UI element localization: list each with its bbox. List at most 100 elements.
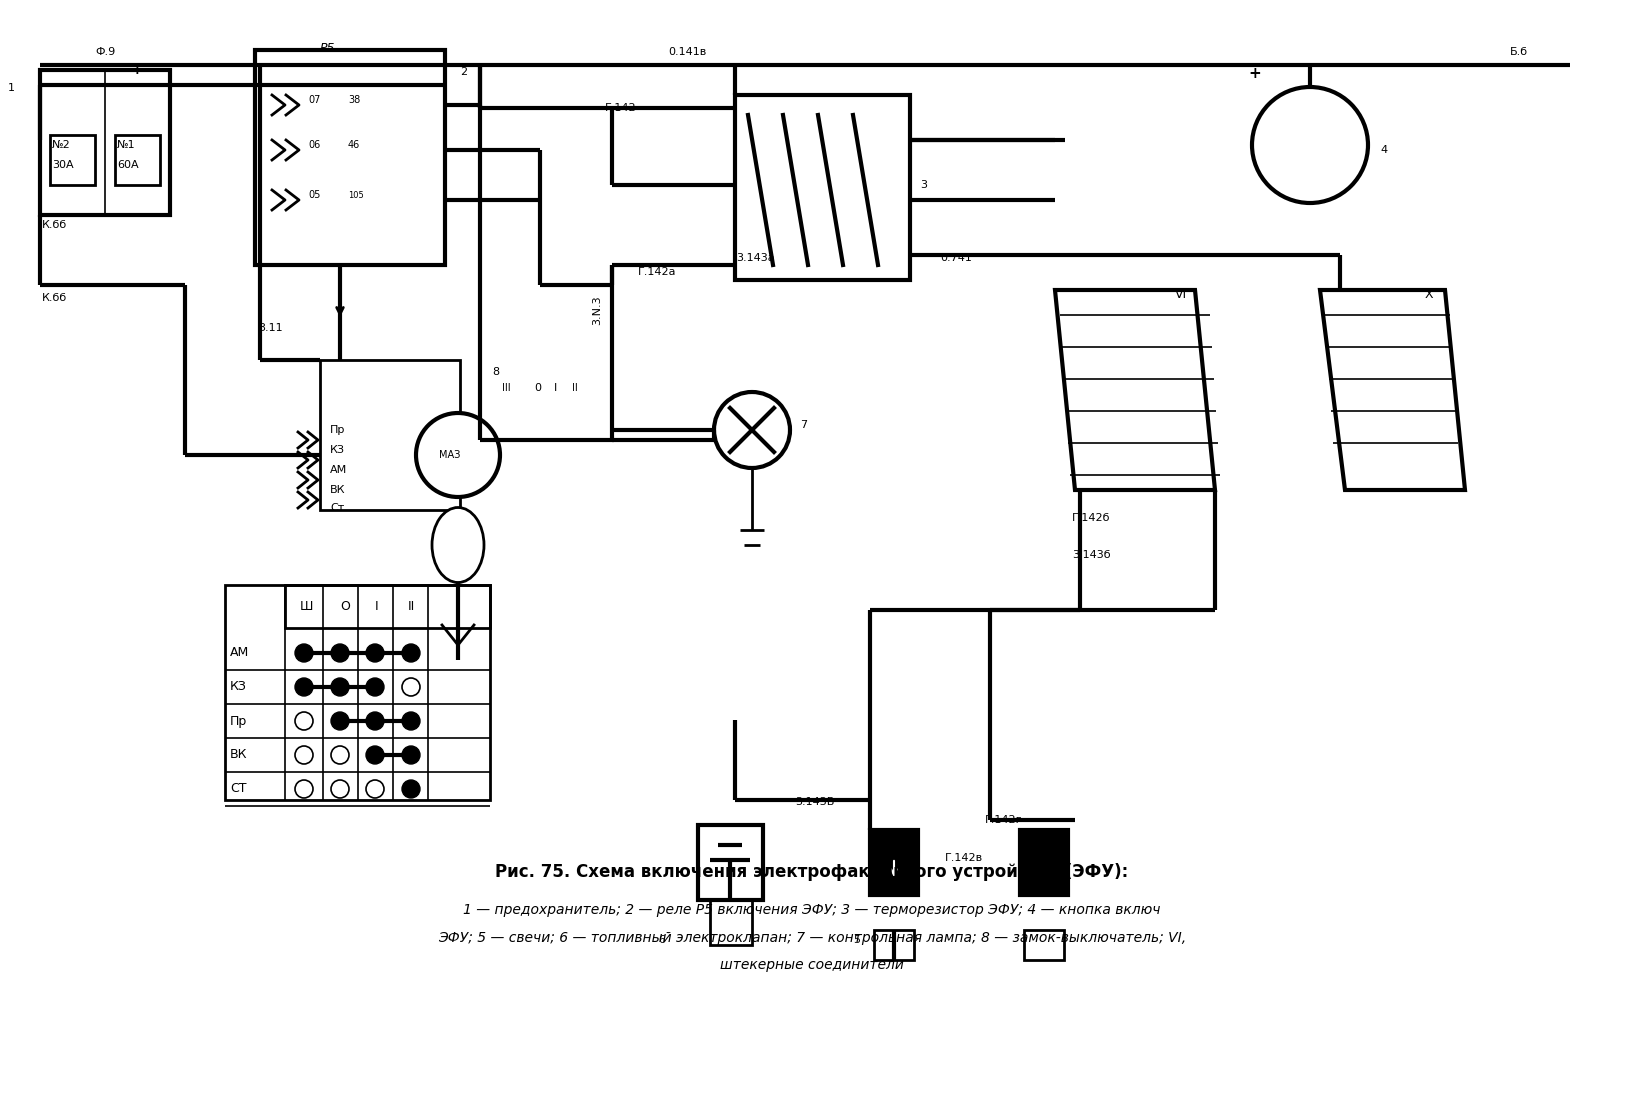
- Circle shape: [366, 712, 384, 730]
- Text: 3.143В: 3.143В: [795, 798, 834, 807]
- Text: ВК: ВК: [330, 485, 346, 495]
- Circle shape: [366, 780, 384, 798]
- Text: 60А: 60А: [117, 160, 138, 170]
- Text: Пр: Пр: [231, 715, 247, 727]
- Text: 8: 8: [492, 367, 499, 377]
- Bar: [50, 135, 94, 185]
- Text: 105: 105: [348, 190, 364, 199]
- Text: Рис. 75. Схема включения электрофакельного устройства (ЭФУ):: Рис. 75. Схема включения электрофакельно…: [496, 864, 1129, 881]
- Circle shape: [401, 678, 419, 696]
- Circle shape: [296, 746, 314, 764]
- Text: 06: 06: [309, 140, 320, 150]
- Circle shape: [332, 644, 349, 662]
- Text: Г.142а: Г.142а: [639, 267, 676, 277]
- Circle shape: [332, 678, 349, 696]
- Text: 3.143б: 3.143б: [1072, 550, 1110, 560]
- Circle shape: [401, 746, 419, 764]
- Text: 6: 6: [658, 935, 665, 945]
- Text: О: О: [340, 601, 349, 614]
- Text: К.бб: К.бб: [42, 293, 67, 303]
- Text: МАЗ: МАЗ: [439, 450, 462, 460]
- Text: 38: 38: [348, 95, 361, 104]
- Text: 46: 46: [348, 140, 361, 150]
- Text: Пр: Пр: [330, 425, 346, 435]
- Text: 3: 3: [920, 180, 926, 190]
- Text: Р5: Р5: [320, 42, 335, 55]
- Text: 2: 2: [460, 67, 466, 77]
- Circle shape: [296, 678, 314, 696]
- Circle shape: [332, 780, 349, 798]
- Circle shape: [1251, 87, 1368, 204]
- Circle shape: [366, 644, 384, 662]
- Circle shape: [401, 780, 419, 798]
- Bar: [699, 825, 764, 900]
- Bar: [734, 95, 910, 280]
- Text: 05: 05: [309, 190, 320, 200]
- Text: 1: 1: [8, 82, 15, 94]
- Bar: [869, 830, 918, 895]
- Text: Г.142г: Г.142г: [985, 815, 1022, 825]
- Text: СТ: СТ: [231, 782, 247, 795]
- Polygon shape: [1320, 290, 1466, 490]
- Text: 7: 7: [800, 420, 808, 430]
- Text: 4: 4: [1380, 145, 1388, 155]
- Text: 3.143а: 3.143а: [736, 253, 775, 263]
- Circle shape: [296, 644, 314, 662]
- Text: Г.142в: Г.142в: [946, 852, 983, 864]
- Circle shape: [332, 746, 349, 764]
- Text: №1: №1: [117, 140, 135, 150]
- Bar: [320, 360, 460, 510]
- Ellipse shape: [432, 507, 484, 583]
- Bar: [41, 70, 171, 214]
- Text: 3.11: 3.11: [258, 323, 283, 333]
- Text: КЗ: КЗ: [330, 446, 344, 455]
- Polygon shape: [1055, 290, 1216, 490]
- Bar: [1020, 830, 1068, 895]
- Text: АМ: АМ: [330, 465, 348, 475]
- Text: Б.б: Б.б: [1510, 47, 1527, 57]
- Text: КЗ: КЗ: [231, 681, 247, 693]
- Text: 1 — предохранитель; 2 — реле Р5 включения ЭФУ; 3 — терморезистор ЭФУ; 4 — кнопка: 1 — предохранитель; 2 — реле Р5 включени…: [463, 903, 1160, 917]
- Text: I: I: [375, 601, 379, 614]
- Circle shape: [713, 392, 790, 468]
- Bar: [874, 930, 913, 960]
- Circle shape: [416, 412, 500, 497]
- Text: Ш: Ш: [301, 601, 314, 614]
- Text: II: II: [408, 601, 416, 614]
- Bar: [224, 585, 491, 800]
- Text: II: II: [572, 383, 578, 393]
- Circle shape: [366, 678, 384, 696]
- Text: I: I: [554, 383, 557, 393]
- Text: +: +: [1248, 66, 1261, 80]
- Circle shape: [366, 746, 384, 764]
- Text: 0: 0: [535, 383, 541, 393]
- Bar: [115, 135, 159, 185]
- Text: 5: 5: [853, 935, 860, 945]
- Text: VI: VI: [1175, 288, 1188, 301]
- Text: Г.142б: Г.142б: [1072, 513, 1110, 522]
- Text: 0.141в: 0.141в: [668, 47, 707, 57]
- Text: 07: 07: [309, 95, 320, 104]
- Bar: [1024, 930, 1064, 960]
- Bar: [284, 585, 491, 628]
- Circle shape: [296, 780, 314, 798]
- Text: №2: №2: [52, 140, 72, 150]
- Text: АМ: АМ: [231, 647, 249, 660]
- Text: ВК: ВК: [231, 748, 247, 761]
- Circle shape: [296, 712, 314, 730]
- Text: 30А: 30А: [52, 160, 73, 170]
- Circle shape: [332, 712, 349, 730]
- Text: Ф.9: Ф.9: [94, 47, 115, 57]
- Bar: [255, 50, 445, 265]
- Text: 3.N.3: 3.N.3: [592, 295, 601, 324]
- Text: ЭФУ; 5 — свечи; 6 — топливный электроклапан; 7 — контрольная лампа; 8 — замок-вы: ЭФУ; 5 — свечи; 6 — топливный электрокла…: [439, 931, 1186, 945]
- Text: К.бб: К.бб: [42, 220, 67, 230]
- Bar: [710, 900, 752, 945]
- Text: Г.142: Г.142: [604, 103, 637, 113]
- Text: III: III: [502, 383, 510, 393]
- Circle shape: [401, 712, 419, 730]
- Text: +: +: [130, 63, 143, 77]
- Text: X: X: [1425, 288, 1433, 301]
- Text: 0.741: 0.741: [939, 253, 972, 263]
- Text: Ст: Ст: [330, 503, 344, 513]
